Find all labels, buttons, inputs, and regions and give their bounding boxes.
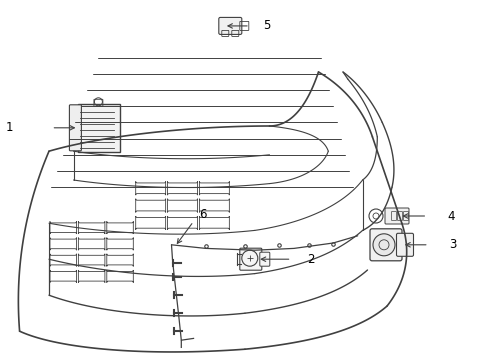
Text: 1: 1 [6, 121, 14, 134]
Text: 3: 3 [449, 238, 457, 251]
FancyBboxPatch shape [219, 17, 242, 35]
Circle shape [373, 234, 395, 256]
FancyBboxPatch shape [70, 105, 81, 151]
FancyBboxPatch shape [370, 229, 402, 261]
FancyBboxPatch shape [260, 252, 270, 266]
Text: 2: 2 [307, 253, 315, 266]
FancyBboxPatch shape [78, 104, 121, 152]
Text: 6: 6 [199, 208, 207, 221]
Text: 5: 5 [263, 19, 271, 32]
FancyBboxPatch shape [396, 233, 414, 256]
Text: 4: 4 [447, 210, 455, 222]
FancyBboxPatch shape [385, 208, 409, 224]
FancyBboxPatch shape [240, 248, 262, 270]
